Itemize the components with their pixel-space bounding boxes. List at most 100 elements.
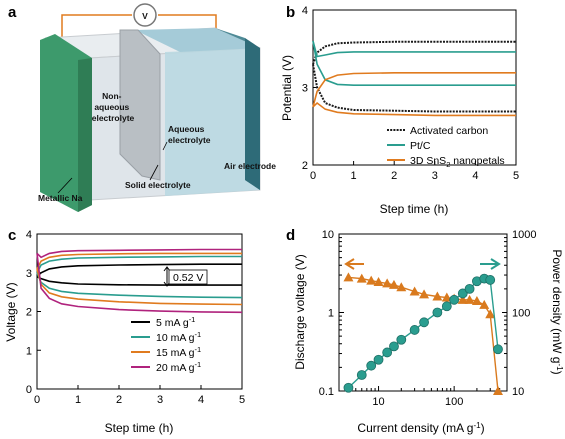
b-y-tick-label: 2 [302, 160, 308, 172]
d-series-1-point [441, 301, 452, 312]
c-annotation-text: 0.52 V [173, 272, 203, 284]
d-x-tick-label: 10 [372, 396, 384, 408]
d-y2-tick-label: 100 [512, 308, 530, 320]
d-series-1-point [485, 275, 496, 285]
c-x-tick-label: 1 [75, 394, 81, 406]
d-series-1-point [373, 354, 384, 365]
aqueous-top [135, 28, 260, 52]
d-x-tick-label: 100 [445, 396, 463, 408]
d-y2-tick-label: 1000 [512, 229, 536, 241]
leader-solid2 [149, 164, 159, 181]
b-x-tick-label: 0 [310, 170, 316, 182]
c-y-tick-label: 2 [26, 307, 32, 319]
b-y-axis-label: Potential (V) [280, 55, 294, 121]
leader-na [57, 177, 73, 194]
b-legend-label-0: Activated carbon [410, 125, 488, 137]
b-x-tick-label: 3 [432, 170, 438, 182]
air-electrode-label: Air electrode [224, 161, 276, 171]
d-series-0-point [409, 286, 420, 296]
aqueous-label: Aqueous electrolyte [168, 124, 211, 145]
c-y-tick-label: 1 [26, 345, 32, 357]
b-y-tick-label: 3 [302, 83, 308, 95]
d-series-1-point [419, 317, 429, 328]
panel-a-schematic: a V Non- aqueous electrolyte Aqueous ele… [8, 3, 276, 212]
leader-solid [162, 141, 168, 151]
c-legend-label-2: 15 mA g-1 [156, 345, 201, 359]
d-series-1-point [366, 360, 377, 371]
d-right-axis-arrow [480, 258, 501, 270]
d-y2-axis-label: Power density (mW g-1) [550, 249, 564, 374]
plot-d-frame [338, 233, 508, 392]
c-x-tick-label: 2 [116, 394, 122, 406]
c-y-tick-label: 3 [26, 268, 32, 280]
d-y-tick-label: 0.1 [319, 386, 334, 398]
panel-d: d 10 100 0.1 1 10 10 100 1000 Current density (… [286, 227, 564, 435]
b-x-tick-label: 1 [351, 170, 357, 182]
b-series-0-charge [312, 40, 516, 65]
b-legend-label-2: 3D SnS2 nanopetals [410, 155, 505, 169]
d-series-1-point [449, 294, 460, 305]
d-series-1-point [493, 344, 503, 355]
b-series-1-discharge [312, 40, 516, 86]
d-y-tick-label: 10 [322, 229, 334, 241]
d-left-axis-arrow [344, 258, 364, 270]
d-series-1-point [464, 283, 475, 294]
panel-label-c: c [8, 227, 16, 244]
d-series-1-point [409, 325, 420, 335]
c-legend-label-0: 5 mA g-1 [156, 315, 195, 329]
c-series-3-charge [36, 248, 242, 259]
b-series-1-charge [312, 40, 516, 58]
d-series-0-point [343, 272, 354, 282]
d-x-axis-label: Current density (mA g-1) [357, 421, 484, 435]
d-series-0-point [382, 278, 393, 288]
c-series-0-charge [36, 263, 242, 278]
d-y-axis-label: Discharge voltage (V) [293, 254, 307, 369]
d-series-0-point [388, 279, 399, 289]
d-series-1-point [356, 370, 367, 380]
metallic-na-label: Metallic Na [38, 193, 83, 203]
b-x-axis-label: Step time (h) [380, 202, 449, 216]
solid-electrolyte-plate [119, 29, 161, 181]
d-series-0-point [432, 291, 443, 301]
b-y-tick-label: 4 [302, 5, 308, 17]
non-aqueous-label: Non- aqueous electrolyte [92, 91, 135, 123]
d-series-0-point [471, 296, 482, 306]
d-series-1-point [396, 334, 407, 345]
d-series-0-point [366, 275, 377, 285]
b-x-tick-label: 5 [513, 170, 519, 182]
metallic-na-side [78, 58, 92, 212]
d-y-tick-label: 1 [328, 308, 334, 320]
d-series-0-point [356, 273, 367, 283]
d-series-0-point [373, 276, 384, 286]
d-series-1-point [457, 288, 468, 299]
c-series-3-discharge [36, 253, 243, 314]
c-annotation: 0.52 V [163, 266, 208, 287]
voltmeter-label: V [142, 11, 148, 21]
c-series-0-discharge [36, 275, 242, 286]
d-series-1-point [343, 382, 354, 393]
b-x-tick-label: 2 [391, 170, 397, 182]
panel-label-d: d [286, 227, 295, 244]
b-legend-label-1: Pt/C [410, 140, 431, 152]
air-electrode-side [245, 38, 260, 190]
c-series-2-discharge [36, 268, 243, 306]
c-legend-label-3: 20 mA g-1 [156, 360, 201, 374]
c-series-2-charge [36, 252, 242, 270]
d-y2-tick-label: 10 [512, 386, 524, 398]
d-series-0-point [479, 299, 490, 309]
d-series-1-point [389, 341, 399, 352]
c-x-tick-label: 5 [239, 394, 245, 406]
b-x-tick-label: 4 [472, 170, 478, 182]
panel-label-a: a [8, 4, 17, 21]
c-legend-label-1: 10 mA g-1 [156, 330, 201, 344]
d-series-0-point [396, 282, 407, 292]
d-series-0-point [457, 294, 468, 304]
d-series-0-point [419, 289, 430, 299]
solid-electrolyte-label: Solid electrolyte [125, 180, 191, 190]
panel-label-b: b [286, 4, 295, 21]
b-legend: Activated carbon Pt/C 3D SnS2 nanopetals [387, 125, 505, 169]
aqueous-region [165, 48, 260, 196]
